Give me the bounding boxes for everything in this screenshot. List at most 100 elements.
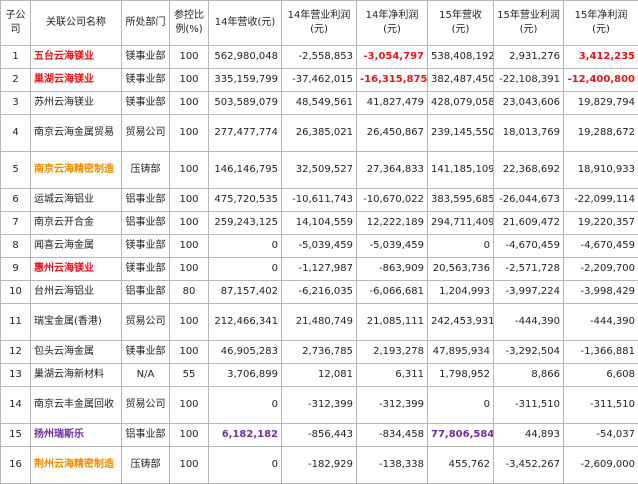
table-cell: -26,044,673 xyxy=(494,189,564,212)
table-cell: 0 xyxy=(209,387,282,424)
table-cell: 铝事业部 xyxy=(122,281,170,304)
table-cell: -2,209,700 xyxy=(564,258,638,281)
table-cell: 6 xyxy=(1,189,31,212)
table-cell: 14,104,559 xyxy=(282,212,357,235)
header-cell: 所处部门 xyxy=(122,1,170,46)
table-cell: 扬州瑞斯乐 xyxy=(31,424,122,447)
table-cell: -10,611,743 xyxy=(282,189,357,212)
table-cell: 87,157,402 xyxy=(209,281,282,304)
table-cell: -2,609,000 xyxy=(564,447,638,484)
table-cell: 100 xyxy=(170,387,209,424)
table-cell: -3,998,429 xyxy=(564,281,638,304)
table-cell: 铝事业部 xyxy=(122,189,170,212)
table-cell: -5,039,459 xyxy=(282,235,357,258)
header-cell: 14年营收(元) xyxy=(209,1,282,46)
table-cell: 13 xyxy=(1,364,31,387)
table-cell: 8,866 xyxy=(494,364,564,387)
table-cell: 23,043,606 xyxy=(494,92,564,115)
table-cell: 383,595,685 xyxy=(428,189,494,212)
table-cell: 镁事业部 xyxy=(122,235,170,258)
table-cell: -1,127,987 xyxy=(282,258,357,281)
table-cell: -3,292,504 xyxy=(494,341,564,364)
table-cell: -4,670,459 xyxy=(564,235,638,258)
table-cell: -37,462,015 xyxy=(282,69,357,92)
table-cell: 100 xyxy=(170,424,209,447)
table-cell: -856,443 xyxy=(282,424,357,447)
table-cell: -6,066,681 xyxy=(357,281,428,304)
table-cell: 141,185,109 xyxy=(428,152,494,189)
table-cell: 镁事业部 xyxy=(122,69,170,92)
table-cell: -3,997,224 xyxy=(494,281,564,304)
table-cell: 1,204,993 xyxy=(428,281,494,304)
table-cell: 贸易公司 xyxy=(122,115,170,152)
table-cell: 包头云海金属 xyxy=(31,341,122,364)
table-cell: 14 xyxy=(1,387,31,424)
table-cell: 100 xyxy=(170,92,209,115)
table-cell: 瑞宝金属(香港) xyxy=(31,304,122,341)
table-cell: 32,509,527 xyxy=(282,152,357,189)
table-cell: -16,315,875 xyxy=(357,69,428,92)
table-cell: 台州云海铝业 xyxy=(31,281,122,304)
table-cell: 3,706,899 xyxy=(209,364,282,387)
table-cell: 20,563,736 xyxy=(428,258,494,281)
table-cell: 镁事业部 xyxy=(122,46,170,69)
table-cell: 2,931,276 xyxy=(494,46,564,69)
table-cell: 335,159,799 xyxy=(209,69,282,92)
header-cell: 14年净利润(元) xyxy=(357,1,428,46)
header-cell: 15年营业利润(元) xyxy=(494,1,564,46)
table-cell: -3,452,267 xyxy=(494,447,564,484)
table-cell: 19,829,794 xyxy=(564,92,638,115)
table-cell: 南京云海精密制造 xyxy=(31,152,122,189)
header-cell: 14年营业利润(元) xyxy=(282,1,357,46)
table-cell: 镁事业部 xyxy=(122,258,170,281)
table-cell: -311,510 xyxy=(564,387,638,424)
table-cell: 294,711,409 xyxy=(428,212,494,235)
table-cell: -863,909 xyxy=(357,258,428,281)
table-cell: 100 xyxy=(170,189,209,212)
table-cell: 100 xyxy=(170,341,209,364)
table-cell: 9 xyxy=(1,258,31,281)
table-cell: 5 xyxy=(1,152,31,189)
table-cell: -10,670,022 xyxy=(357,189,428,212)
table-cell: 16 xyxy=(1,447,31,484)
table-cell: 100 xyxy=(170,69,209,92)
page: 子公司关联公司名称所处部门参控比例(%)14年营收(元)14年营业利润(元)14… xyxy=(0,0,638,454)
header-cell: 15年净利润(元) xyxy=(564,1,638,46)
table-cell: 15 xyxy=(1,424,31,447)
header-row: 子公司关联公司名称所处部门参控比例(%)14年营收(元)14年营业利润(元)14… xyxy=(1,1,638,46)
table-cell: 19,288,672 xyxy=(564,115,638,152)
table-cell: 0 xyxy=(209,235,282,258)
table-cell: 100 xyxy=(170,447,209,484)
table-cell: -444,390 xyxy=(494,304,564,341)
table-cell: 562,980,048 xyxy=(209,46,282,69)
table-cell: -2,571,728 xyxy=(494,258,564,281)
table-cell: 146,146,795 xyxy=(209,152,282,189)
table-cell: 259,243,125 xyxy=(209,212,282,235)
table-cell: -54,037 xyxy=(564,424,638,447)
table-cell: 100 xyxy=(170,212,209,235)
table-cell: 21,609,472 xyxy=(494,212,564,235)
header-cell: 15年营收(元) xyxy=(428,1,494,46)
table-cell: 12 xyxy=(1,341,31,364)
table-cell: 100 xyxy=(170,46,209,69)
table-cell: 0 xyxy=(209,258,282,281)
table-cell: 77,806,584 xyxy=(428,424,494,447)
table-cell: 47,895,934 xyxy=(428,341,494,364)
table-cell: 0 xyxy=(428,235,494,258)
table-cell: -3,054,797 xyxy=(357,46,428,69)
table-cell: -182,929 xyxy=(282,447,357,484)
table-cell: 44,893 xyxy=(494,424,564,447)
table-cell: 26,450,867 xyxy=(357,115,428,152)
table-cell: 277,477,774 xyxy=(209,115,282,152)
table-cell: 503,589,079 xyxy=(209,92,282,115)
table-cell: 100 xyxy=(170,115,209,152)
